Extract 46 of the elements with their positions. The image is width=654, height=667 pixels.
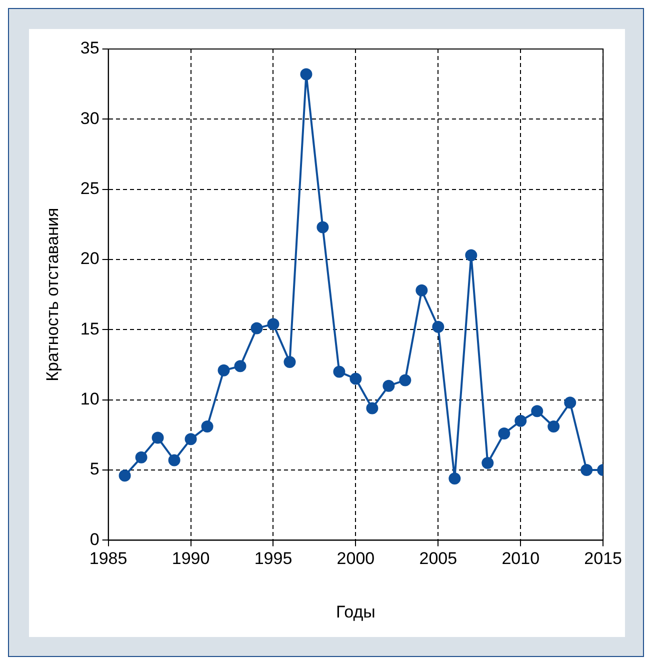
point bbox=[350, 372, 362, 385]
point bbox=[184, 433, 197, 446]
point bbox=[498, 428, 510, 440]
point bbox=[416, 284, 428, 296]
point bbox=[284, 356, 296, 368]
y-tick-label: 0 bbox=[90, 530, 100, 549]
y-tick-label: 5 bbox=[90, 460, 100, 479]
point bbox=[152, 432, 164, 444]
x-tick-label: 2010 bbox=[502, 549, 540, 568]
point bbox=[218, 364, 230, 376]
x-tick-label: 1995 bbox=[254, 549, 292, 568]
point bbox=[300, 68, 312, 80]
point bbox=[465, 249, 478, 262]
y-axis-title: Кратность отставания bbox=[42, 208, 62, 382]
point bbox=[531, 405, 544, 418]
point bbox=[399, 374, 412, 386]
point bbox=[267, 318, 280, 330]
y-tick-label: 20 bbox=[80, 249, 100, 268]
x-tick-label: 2000 bbox=[336, 549, 375, 568]
point bbox=[316, 221, 329, 234]
x-tick-label: 1990 bbox=[172, 549, 210, 568]
point bbox=[333, 366, 346, 378]
x-tick-label: 2005 bbox=[419, 549, 458, 568]
x-tick-label: 1985 bbox=[89, 549, 128, 568]
point bbox=[118, 470, 131, 482]
point bbox=[234, 360, 246, 372]
point bbox=[382, 380, 395, 392]
point bbox=[135, 451, 148, 464]
point bbox=[201, 420, 214, 433]
y-tick-label: 30 bbox=[80, 108, 100, 128]
point bbox=[514, 414, 527, 427]
point bbox=[366, 402, 378, 414]
point bbox=[448, 472, 461, 484]
point bbox=[482, 457, 494, 470]
y-tick-label: 35 bbox=[80, 38, 100, 58]
point bbox=[580, 464, 593, 476]
point bbox=[168, 454, 180, 466]
point bbox=[564, 396, 576, 409]
x-tick-label: 2015 bbox=[584, 549, 622, 568]
x-axis-title: Годы bbox=[336, 602, 376, 622]
point bbox=[548, 420, 560, 433]
y-tick-label: 10 bbox=[80, 390, 100, 409]
y-tick-label: 15 bbox=[80, 319, 100, 338]
point bbox=[432, 320, 444, 333]
y-tick-label: 25 bbox=[80, 179, 100, 198]
point bbox=[250, 322, 263, 334]
